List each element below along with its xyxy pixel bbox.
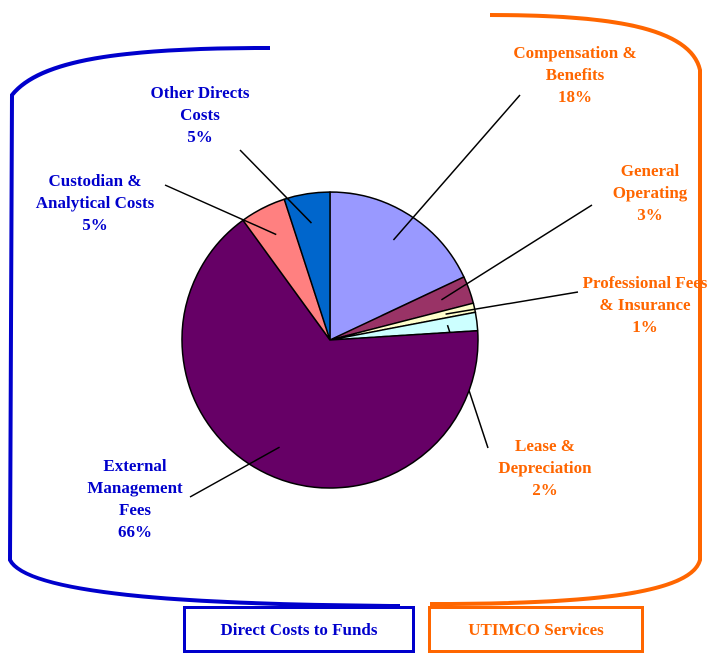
pie-slice xyxy=(181,219,479,489)
slice-name: Professional Fees & Insurance xyxy=(582,273,708,314)
group-box: UTIMCO Services xyxy=(428,606,644,653)
slice-label: Custodian & Analytical Costs 5% xyxy=(25,170,165,236)
slice-name: Lease & Depreciation xyxy=(498,436,592,477)
slice-value: 18% xyxy=(558,87,592,106)
slice-name: Other Directs Costs xyxy=(150,83,250,124)
slice-name: General Operating xyxy=(612,161,688,202)
leader-line xyxy=(164,184,277,236)
slice-name: Compensation & Benefits xyxy=(513,43,637,84)
slice-label: Compensation & Benefits 18% xyxy=(495,42,655,108)
slice-label: External Management Fees 66% xyxy=(70,455,200,543)
slice-label: Professional Fees & Insurance 1% xyxy=(583,272,708,338)
slice-value: 3% xyxy=(637,205,663,224)
utimco-bracket xyxy=(429,13,702,606)
slice-label: Lease & Depreciation 2% xyxy=(475,435,615,501)
leader-line xyxy=(445,291,579,315)
slice-label: General Operating 3% xyxy=(590,160,710,226)
slice-value: 66% xyxy=(118,522,152,541)
slice-value: 5% xyxy=(82,215,108,234)
leader-line xyxy=(392,94,521,241)
leader-line xyxy=(239,149,313,224)
pie-slice xyxy=(329,191,465,342)
group-box: Direct Costs to Funds xyxy=(183,606,415,653)
pie-slice xyxy=(283,191,331,341)
slice-name: External Management Fees xyxy=(87,456,183,519)
slice-value: 1% xyxy=(632,317,658,336)
slice-name: Custodian & Analytical Costs xyxy=(35,171,155,212)
slice-label: Other Directs Costs 5% xyxy=(135,82,265,148)
leader-line xyxy=(441,204,593,301)
slice-value: 2% xyxy=(532,480,558,499)
leader-line xyxy=(189,446,280,498)
direct-costs-bracket xyxy=(7,46,401,608)
slice-value: 5% xyxy=(187,127,213,146)
